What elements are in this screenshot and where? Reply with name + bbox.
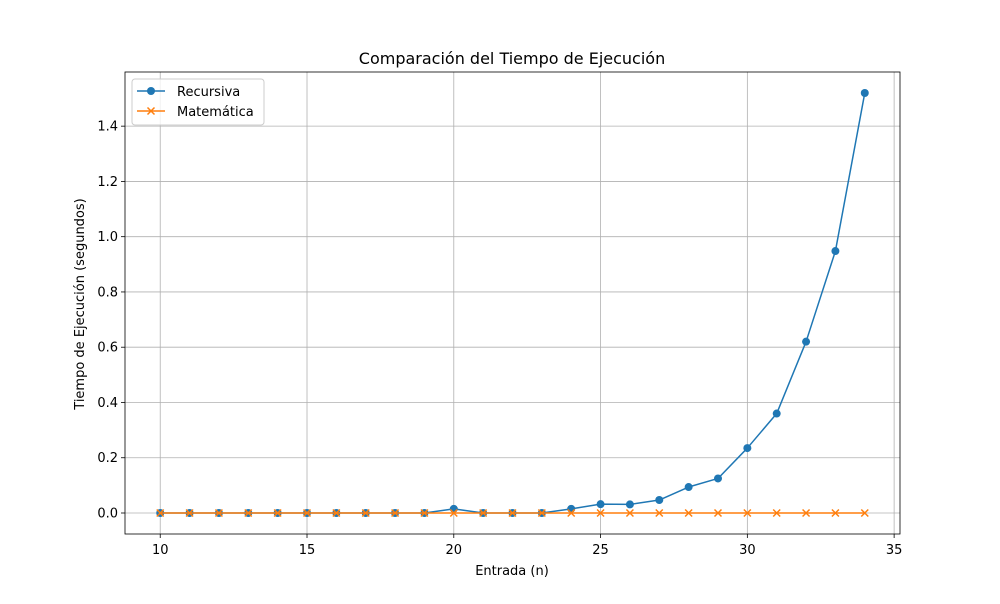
x-tick-label: 10 [152,543,169,558]
legend-marker-matematica [146,106,156,116]
data-point-matematica [273,508,282,518]
data-point-matematica [449,508,458,518]
data-point-matematica [479,508,488,518]
data-point-matematica [537,508,546,518]
data-point-matematica [361,508,370,518]
data-point-matematica [655,508,664,518]
series-matematica [156,508,869,518]
data-point-matematica [684,508,693,518]
data-point-recursiva [567,504,576,513]
data-point-matematica [743,508,752,518]
legend-label-recursiva: Recursiva [177,85,240,100]
x-tick-label: 15 [299,543,316,558]
x-axis-label: Entrada (n) [475,564,549,579]
data-point-matematica [831,508,840,518]
data-point-recursiva [596,500,605,509]
x-tick-label: 35 [886,543,903,558]
data-point-matematica [332,508,341,518]
data-point-matematica [567,508,576,518]
data-point-matematica [185,508,194,518]
plot-frame [124,71,901,535]
x-tick-label: 30 [739,543,756,558]
data-point-matematica [302,508,312,518]
legend-marker-recursiva [147,87,155,95]
y-tick-label: 0.4 [97,396,118,411]
data-point-matematica [625,508,634,518]
data-point-matematica [713,508,723,518]
data-point-recursiva [625,500,634,509]
y-tick-label: 0.2 [97,451,118,466]
legend-label-matematica: Matemática [177,105,254,120]
data-point-recursiva [655,496,664,505]
data-point-recursiva [743,444,752,453]
grid [125,72,900,534]
data-point-matematica [391,508,400,518]
data-point-recursiva [860,89,869,97]
y-tick-label: 0.0 [97,507,118,522]
data-point-recursiva [831,247,840,256]
data-point-recursiva [684,483,693,492]
data-point-matematica [214,508,223,518]
data-point-matematica [596,508,605,518]
data-point-matematica [420,508,429,518]
y-tick-label: 1.2 [97,175,118,190]
data-point-recursiva [802,337,811,346]
data-point-matematica [860,508,869,518]
data-point-recursiva [713,474,722,483]
data-point-matematica [508,508,517,518]
series [156,89,869,518]
data-point-recursiva [772,409,781,418]
x-tick-label: 25 [592,543,609,558]
y-tick-label: 0.8 [97,285,118,300]
y-axis-label: Tiempo de Ejecución (segundos) [73,198,88,410]
y-tick-label: 1.4 [97,120,118,135]
y-axis-ticks: 0.0 0.2 0.4 0.6 0.8 1.0 1.2 1.4 [97,120,125,522]
x-tick-label: 20 [446,543,463,558]
chart-title: Comparación del Tiempo de Ejecución [359,49,665,68]
data-point-matematica [244,508,253,518]
x-axis-ticks: 10 15 20 25 30 35 [152,534,902,558]
data-point-recursiva [449,504,458,513]
data-point-matematica [772,508,781,518]
y-tick-label: 1.0 [97,230,118,245]
data-point-matematica [802,508,811,518]
y-tick-label: 0.6 [97,341,118,356]
data-point-matematica [156,508,165,518]
legend: Recursiva Matemática [131,78,265,126]
